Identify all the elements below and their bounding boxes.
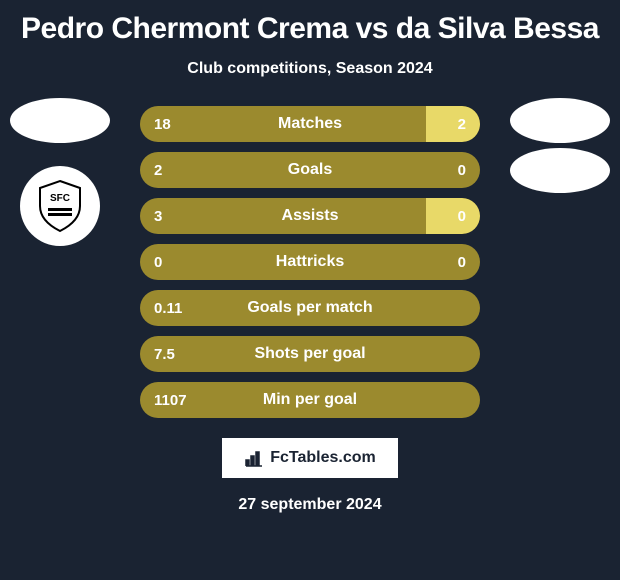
santos-fc-icon: SFC <box>30 176 90 236</box>
svg-text:SFC: SFC <box>50 193 70 204</box>
stat-label: Shots per goal <box>254 345 365 363</box>
stat-value-left: 0 <box>154 254 162 271</box>
stat-value-left: 2 <box>154 162 162 179</box>
stat-value-right: 0 <box>458 162 466 179</box>
stat-label: Goals <box>288 161 332 179</box>
stat-row: 7.5 Shots per goal <box>140 336 480 372</box>
stat-row: 2 Goals 0 <box>140 152 480 188</box>
player-avatar-right-2 <box>510 148 610 193</box>
stat-row: 0.11 Goals per match <box>140 290 480 326</box>
stat-bar-right <box>426 198 480 234</box>
stat-row: 3 Assists 0 <box>140 198 480 234</box>
stat-label: Min per goal <box>263 391 357 409</box>
stat-label: Matches <box>278 115 342 133</box>
page-subtitle: Club competitions, Season 2024 <box>0 60 620 78</box>
chart-icon <box>244 448 264 468</box>
stat-value-right: 0 <box>458 208 466 225</box>
stat-value-left: 0.11 <box>154 300 182 317</box>
fctables-logo: FcTables.com <box>220 436 400 480</box>
stat-row: 18 Matches 2 <box>140 106 480 142</box>
comparison-content: SFC 18 Matches 2 2 Goals 0 3 Assists 0 0 Hattricks… <box>0 106 620 418</box>
stat-bar-right <box>426 106 480 142</box>
player-avatar-right <box>510 98 610 143</box>
player-avatar-left <box>10 98 110 143</box>
stat-row: 1107 Min per goal <box>140 382 480 418</box>
stat-row: 0 Hattricks 0 <box>140 244 480 280</box>
stat-value-left: 7.5 <box>154 346 175 363</box>
date-text: 27 september 2024 <box>0 496 620 514</box>
club-badge-left: SFC <box>20 166 100 246</box>
stat-label: Goals per match <box>247 299 372 317</box>
stat-value-left: 18 <box>154 116 171 133</box>
stat-value-right: 0 <box>458 254 466 271</box>
logo-text: FcTables.com <box>270 449 376 467</box>
stat-value-left: 3 <box>154 208 162 225</box>
stat-label: Hattricks <box>276 253 344 271</box>
stat-label: Assists <box>282 207 339 225</box>
stat-value-right: 2 <box>458 116 466 133</box>
page-title: Pedro Chermont Crema vs da Silva Bessa <box>0 0 620 46</box>
stats-container: 18 Matches 2 2 Goals 0 3 Assists 0 0 Hattricks 0 0.1… <box>140 106 480 418</box>
stat-value-left: 1107 <box>154 392 187 409</box>
